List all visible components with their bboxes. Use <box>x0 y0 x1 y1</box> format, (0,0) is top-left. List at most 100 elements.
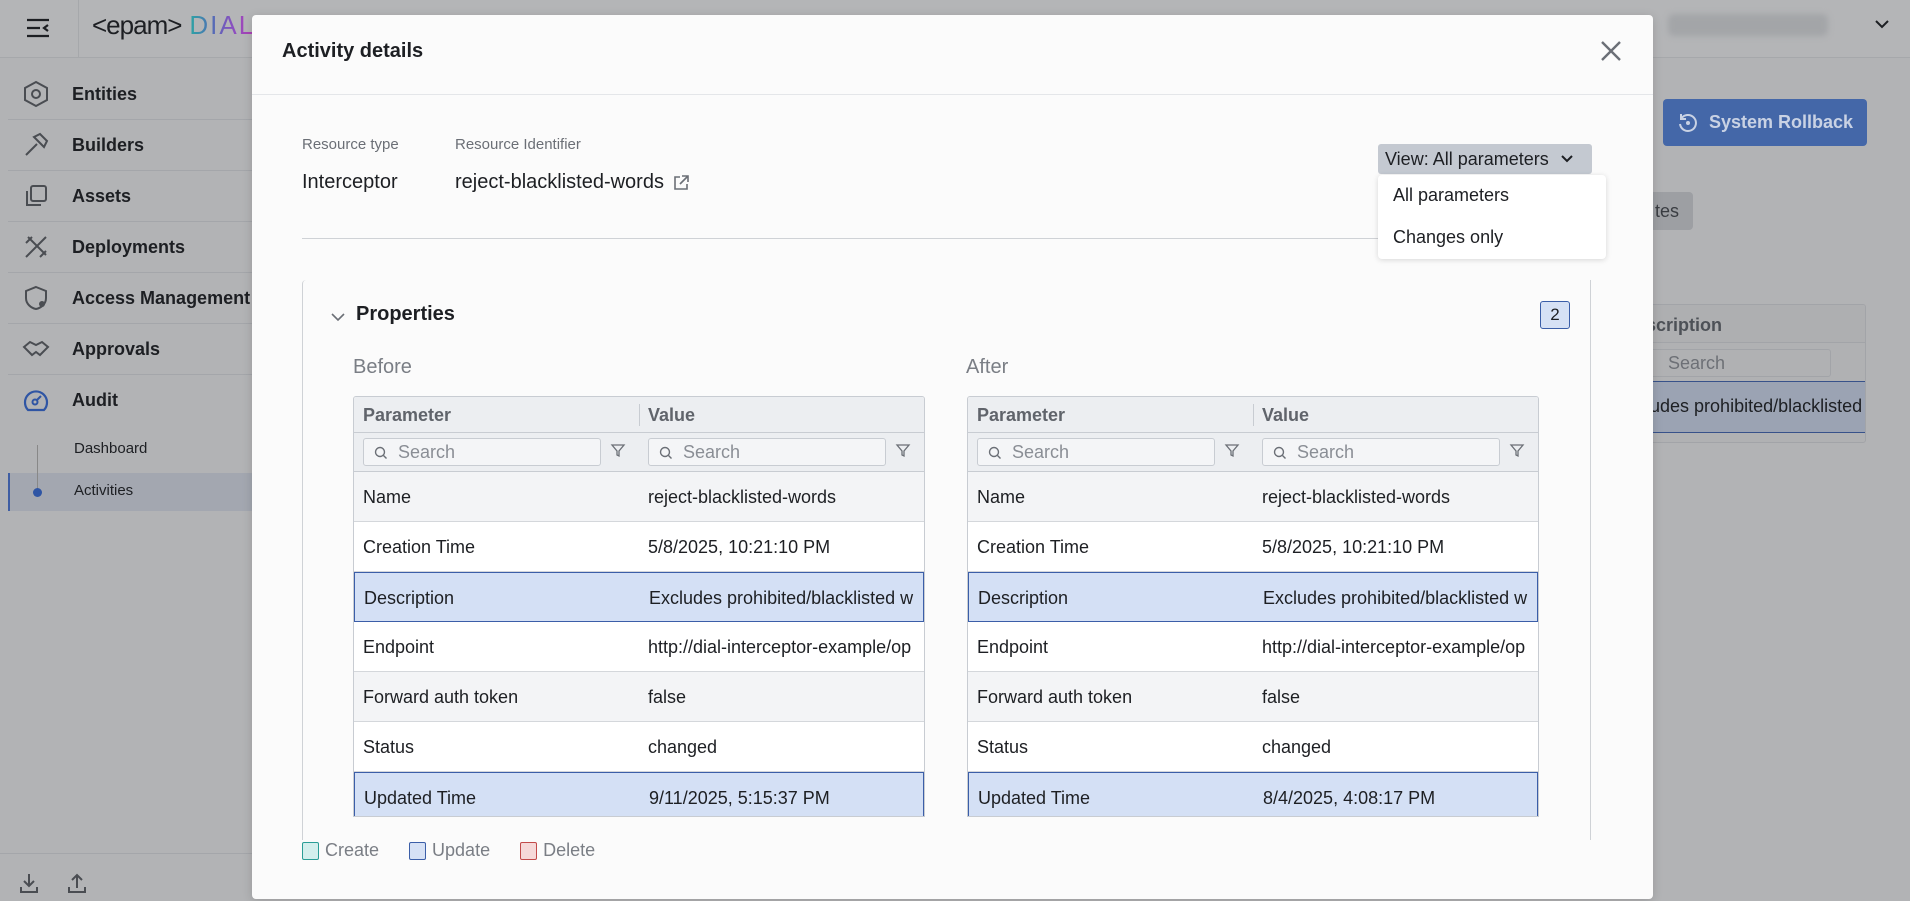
parameter-cell: Status <box>363 737 415 757</box>
external-link-icon[interactable] <box>672 174 690 192</box>
system-rollback-button[interactable]: System Rollback <box>1663 99 1867 146</box>
parameter-cell: Forward auth token <box>977 687 1133 707</box>
column-header-parameter[interactable]: Parameter <box>363 405 452 425</box>
table-row[interactable]: Description Excludes prohibited/blacklist… <box>354 572 924 622</box>
before-table: Parameter Value Search Search Name reject-bla… <box>353 396 925 817</box>
download-icon[interactable] <box>18 872 40 894</box>
search-placeholder: Search <box>398 442 456 462</box>
view-dropdown-label: View: All parameters <box>1385 148 1549 169</box>
table-row[interactable]: Endpoint http://dial-interceptor-example/… <box>354 622 924 672</box>
option-all-parameters[interactable]: All parameters <box>1393 185 1510 205</box>
value-cell: http://dial-interceptor-example/op <box>1262 637 1526 657</box>
column-header-value[interactable]: Value <box>648 405 696 425</box>
value-search-input[interactable]: Search <box>1262 438 1500 466</box>
divider <box>0 853 252 854</box>
column-resizer[interactable] <box>639 404 640 426</box>
table-row[interactable]: Status changed <box>354 722 924 772</box>
table-row[interactable]: Endpoint http://dial-interceptor-example/… <box>968 622 1538 672</box>
search-icon <box>659 446 672 459</box>
section-title[interactable]: Properties <box>356 303 455 325</box>
sidebar-item-dashboard[interactable]: Dashboard <box>74 440 148 457</box>
value-cell: Excludes prohibited/blacklisted w <box>649 588 914 608</box>
table-row[interactable]: Creation Time 5/8/2025, 10:21:10 PM <box>354 522 924 572</box>
user-menu[interactable] <box>1668 14 1828 36</box>
filter-icon[interactable] <box>610 442 626 458</box>
handshake-icon <box>22 340 50 357</box>
value-search-input[interactable]: Search <box>648 438 886 466</box>
sidebar-item-entities[interactable]: Entities <box>8 69 252 120</box>
search-placeholder: Search <box>1297 442 1355 462</box>
legend-label: Delete <box>543 840 596 860</box>
table-row[interactable]: Creation Time 5/8/2025, 10:21:10 PM <box>968 522 1538 572</box>
divider <box>302 238 1591 239</box>
delete-swatch <box>520 841 538 860</box>
sidebar-item-label: Deployments <box>72 236 186 257</box>
value-cell: reject-blacklisted-words <box>648 487 837 507</box>
sidebar-item-assets[interactable]: Assets <box>8 171 252 222</box>
search-icon <box>988 446 1001 459</box>
column-header-value[interactable]: Value <box>1262 405 1310 425</box>
table-row[interactable]: Forward auth token false <box>968 672 1538 722</box>
divider <box>78 0 79 58</box>
sidebar-item-approvals[interactable]: Approvals <box>8 324 252 375</box>
sidebar-item-activities[interactable]: Activities <box>74 482 134 499</box>
update-swatch <box>409 841 427 860</box>
sidebar-item-audit[interactable]: Audit <box>8 375 252 426</box>
value-cell: reject-blacklisted-words <box>1262 487 1451 507</box>
chevron-down-icon[interactable] <box>330 309 346 325</box>
view-dropdown[interactable]: View: All parameters <box>1378 144 1592 174</box>
chevron-down-icon[interactable] <box>1874 16 1890 32</box>
filter-icon[interactable] <box>895 442 911 458</box>
sidebar-item-builders[interactable]: Builders <box>8 120 252 171</box>
active-dot <box>33 488 42 497</box>
legend-update: Update <box>409 840 490 861</box>
modal-header <box>252 15 1653 95</box>
hammer-icon <box>25 132 49 156</box>
modal-title: Activity details <box>282 40 424 62</box>
close-icon[interactable] <box>1597 37 1625 65</box>
legend-delete: Delete <box>520 840 595 861</box>
sidebar-item-label: Builders <box>72 134 145 155</box>
parameter-search-input[interactable]: Search <box>977 438 1215 466</box>
option-changes-only[interactable]: Changes only <box>1393 227 1504 247</box>
legend: Create Update Delete <box>302 840 595 861</box>
filter-row: Search Search <box>354 433 924 472</box>
parameter-cell: Status <box>977 737 1029 757</box>
sidebar-item-label: Entities <box>72 83 138 104</box>
sidebar-item-deployments[interactable]: Deployments <box>8 222 252 273</box>
parameter-search-input[interactable]: Search <box>363 438 601 466</box>
column-resizer[interactable] <box>1253 404 1254 426</box>
table-row[interactable]: Forward auth token false <box>354 672 924 722</box>
legend-label: Create <box>325 840 380 860</box>
logo-epam: <epam> <box>92 10 182 40</box>
sidebar-active-highlight <box>8 473 252 511</box>
table-row[interactable]: Updated Time 8/4/2025, 4:08:17 PM <box>968 772 1538 816</box>
column-header-parameter[interactable]: Parameter <box>977 405 1066 425</box>
menu-collapse-icon[interactable] <box>24 14 52 42</box>
value-cell: false <box>648 687 687 707</box>
resource-id-label: Resource Identifier <box>455 136 581 153</box>
table-row[interactable]: Description Excludes prohibited/blacklist… <box>968 572 1538 622</box>
activity-details-modal: Activity details Resource type Intercept… <box>252 15 1653 899</box>
copy-icon <box>26 185 47 206</box>
tree-line <box>37 445 38 491</box>
filter-icon[interactable] <box>1224 442 1240 458</box>
sidebar-item-label: Audit <box>72 390 118 410</box>
sidebar-item-access-management[interactable]: Access Management <box>8 273 252 324</box>
sidebar-item-label: Assets <box>72 185 132 206</box>
upload-icon[interactable] <box>66 872 88 894</box>
after-label: After <box>966 356 1009 378</box>
button-label: System Rollback <box>1708 112 1854 132</box>
table-row[interactable]: Status changed <box>968 722 1538 772</box>
resource-type-value: Interceptor <box>302 171 398 193</box>
filter-icon[interactable] <box>1509 442 1525 458</box>
parameter-cell: Name <box>977 487 1026 507</box>
table-header: Parameter Value <box>968 397 1538 433</box>
table-header: Parameter Value <box>354 397 924 433</box>
table-row[interactable]: Updated Time 9/11/2025, 5:15:37 PM <box>354 772 924 816</box>
table-row[interactable]: Name reject-blacklisted-words <box>968 472 1538 522</box>
create-swatch <box>302 841 319 860</box>
filter-row: Search Search <box>968 433 1538 472</box>
properties-panel <box>302 280 1591 840</box>
table-row[interactable]: Name reject-blacklisted-words <box>354 472 924 522</box>
